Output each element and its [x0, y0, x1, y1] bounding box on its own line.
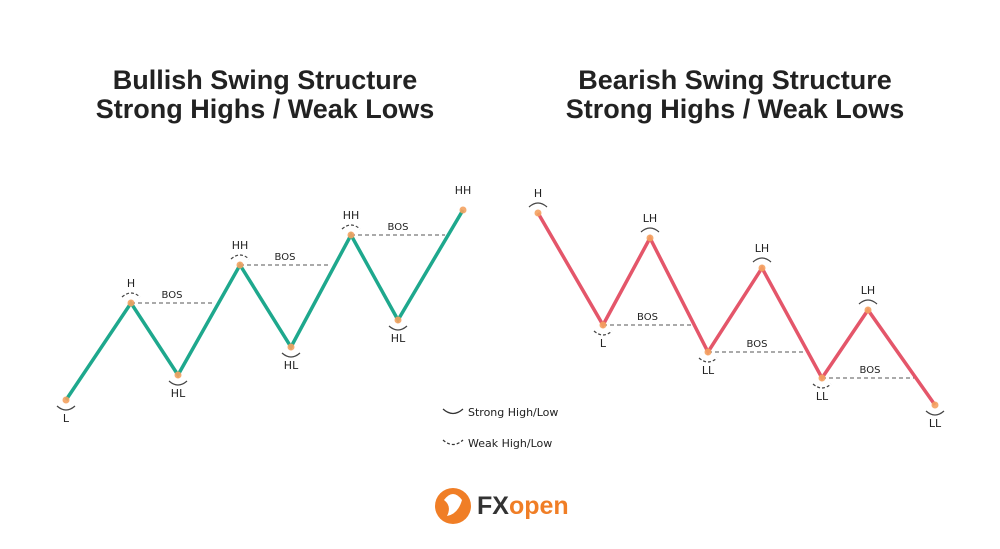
point-label: LH [755, 242, 769, 255]
bos-label: BOS [162, 290, 183, 301]
swing-point [758, 264, 766, 272]
bos-label: BOS [747, 339, 768, 350]
strong-arc [388, 325, 408, 331]
swing-point [287, 343, 295, 351]
panel-subtitle: Strong Highs / Weak Lows [566, 94, 905, 124]
point-label: LL [929, 417, 942, 430]
logo: FXopen [435, 488, 569, 524]
point-label: HH [343, 209, 360, 222]
swing-line [536, 212, 937, 407]
swing-point [394, 316, 402, 324]
swing-point [62, 396, 70, 404]
point-label: HL [391, 332, 406, 345]
point-label: LH [861, 284, 875, 297]
point-label: LL [816, 390, 829, 403]
strong-arc [925, 410, 945, 416]
point-label: H [534, 187, 542, 200]
swing-point [174, 371, 182, 379]
weak-arc [593, 330, 613, 336]
legend-label: Weak High/Low [468, 437, 552, 450]
point-label: L [63, 412, 70, 425]
swing-point [646, 234, 654, 242]
swing-point [599, 321, 607, 329]
logo-fx: FX [477, 492, 509, 520]
panel-title: Bullish Swing Structure [113, 65, 418, 95]
swing-point [534, 209, 542, 217]
swing-point [931, 401, 939, 409]
panel-title: Bearish Swing Structure [578, 65, 892, 95]
swing-point [236, 261, 244, 269]
bos-label: BOS [637, 312, 658, 323]
weak-arc [698, 357, 718, 363]
bos-label: BOS [860, 365, 881, 376]
point-label: HH [232, 239, 249, 252]
weak-arc [121, 292, 141, 298]
panel-subtitle: Strong Highs / Weak Lows [96, 94, 435, 124]
bos-label: BOS [275, 252, 296, 263]
point-label: H [127, 277, 135, 290]
swing-point [127, 299, 135, 307]
swing-point [347, 231, 355, 239]
bos-label: BOS [388, 222, 409, 233]
swing-point [459, 206, 467, 214]
swing-point [864, 306, 872, 314]
strong-arc [528, 202, 548, 208]
weak-arc [812, 383, 832, 389]
legend-strong-icon [442, 408, 464, 415]
weak-arc [341, 224, 361, 230]
logo-open: open [509, 492, 569, 520]
swing-point [818, 374, 826, 382]
strong-arc [858, 299, 878, 305]
swing-point [704, 348, 712, 356]
swing-line [64, 209, 465, 401]
point-label: LH [643, 212, 657, 225]
logo-text: FXopen [477, 492, 569, 520]
strong-arc [168, 380, 188, 386]
point-label: HL [171, 387, 186, 400]
point-label: HL [284, 359, 299, 372]
logo-icon-detail [444, 494, 462, 516]
point-label: HH [455, 184, 472, 197]
legend-weak-icon [442, 439, 464, 446]
point-label: L [600, 337, 607, 350]
strong-arc [640, 227, 660, 233]
strong-arc [752, 257, 772, 263]
legend-label: Strong High/Low [468, 406, 558, 419]
point-label: LL [702, 364, 715, 377]
weak-arc [230, 254, 250, 260]
strong-arc [56, 405, 76, 411]
strong-arc [281, 352, 301, 358]
